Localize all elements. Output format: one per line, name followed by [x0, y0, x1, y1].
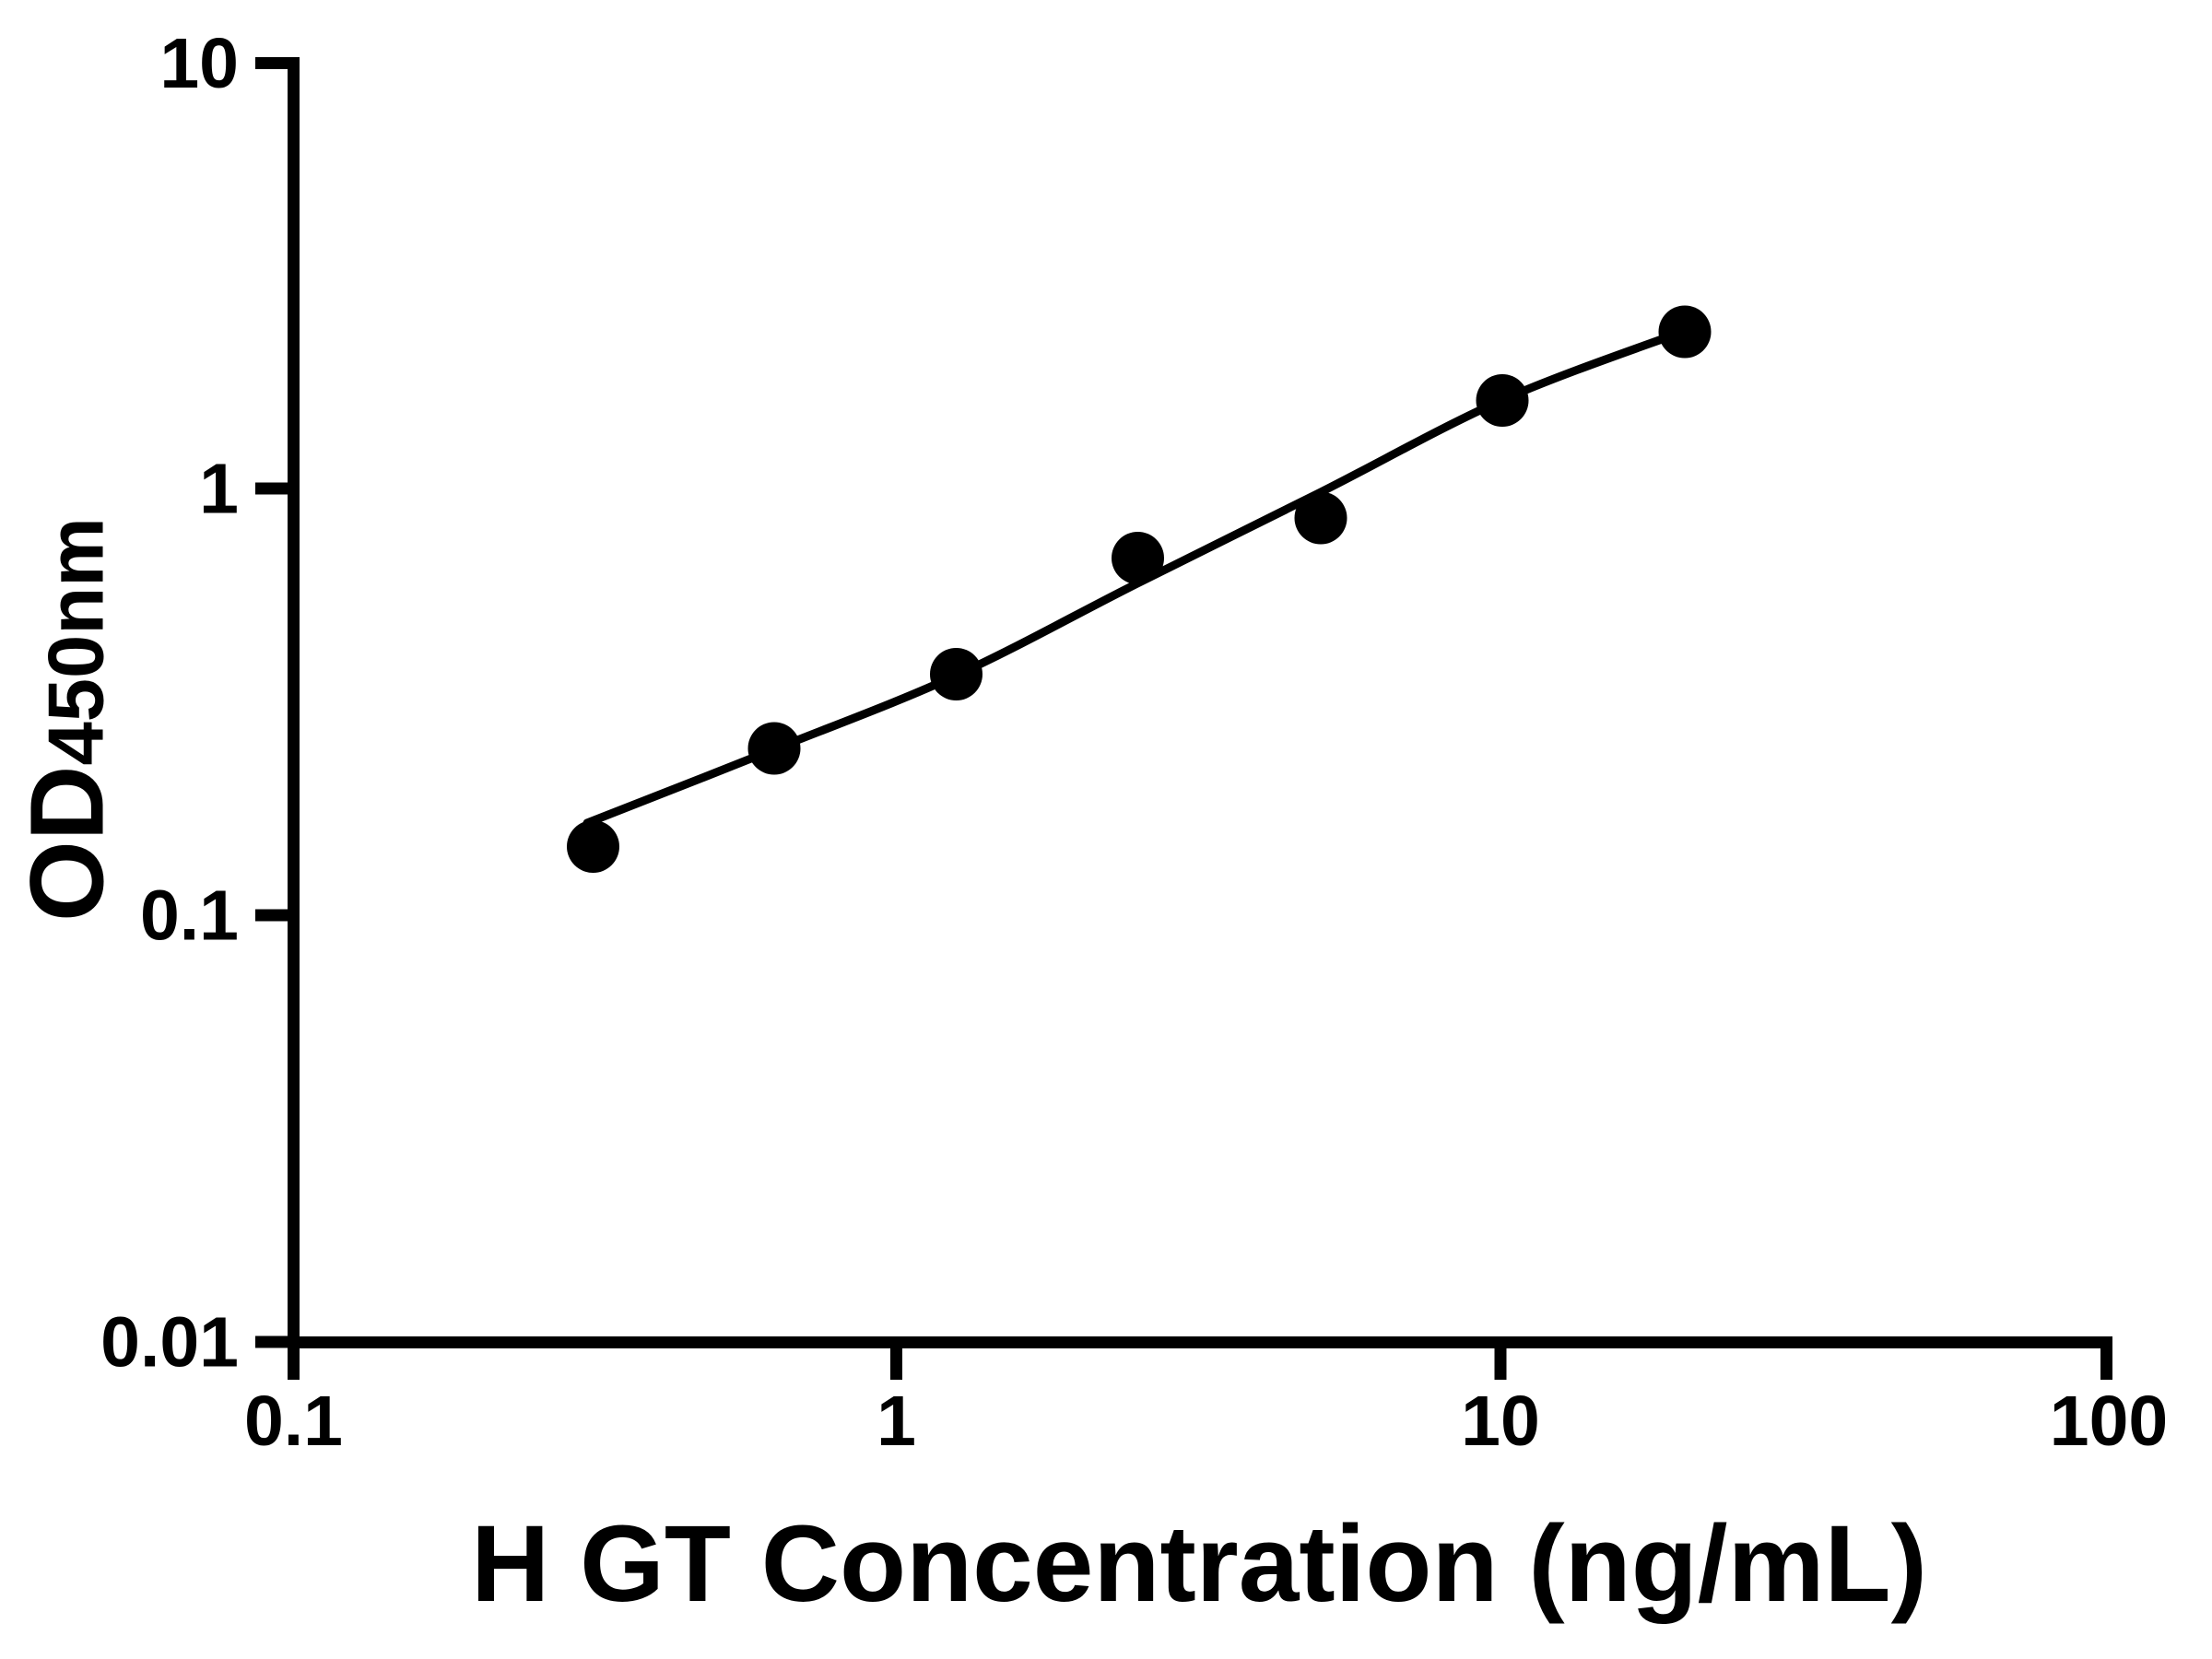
svg-text:1: 1 [199, 450, 239, 529]
svg-text:H GT Concentration (ng/mL): H GT Concentration (ng/mL) [471, 1503, 1927, 1625]
svg-text:10: 10 [159, 24, 239, 103]
svg-text:0.1: 0.1 [244, 1382, 343, 1461]
svg-text:1: 1 [877, 1382, 916, 1461]
svg-text:0.01: 0.01 [100, 1303, 239, 1382]
svg-text:0.1: 0.1 [140, 877, 239, 956]
svg-text:10: 10 [1461, 1382, 1540, 1461]
svg-text:100: 100 [2050, 1382, 2168, 1461]
